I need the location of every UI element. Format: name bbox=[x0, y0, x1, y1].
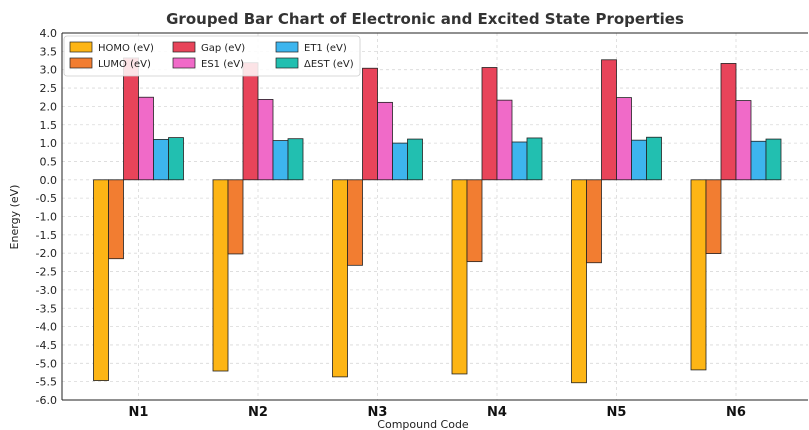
y-tick-label: -2.0 bbox=[36, 247, 57, 260]
axes-layer: 4.0 3.5 3.0 2.5 2.0 1.5 1.0 0.5 0.0 -0.5 -1.0 -1.5 -… bbox=[36, 27, 808, 420]
bar-n5-series-5 bbox=[646, 136, 662, 181]
legend-label: ΔEST (eV) bbox=[304, 59, 354, 70]
x-tick-label: N5 bbox=[607, 405, 627, 420]
y-tick-label: -4.0 bbox=[36, 321, 57, 334]
bar-n2-series-2 bbox=[242, 62, 259, 181]
bar-n4-series-1 bbox=[466, 179, 483, 263]
legend-swatch bbox=[69, 41, 93, 53]
y-tick-label: 2.5 bbox=[40, 82, 58, 95]
y-tick-label: -3.5 bbox=[36, 302, 57, 315]
y-tick-label: -1.0 bbox=[36, 211, 57, 224]
bars-layer bbox=[93, 57, 782, 384]
bar-n1-series-5 bbox=[168, 137, 184, 181]
y-axis-label: Energy (eV) bbox=[8, 185, 21, 250]
y-tick-label: 3.5 bbox=[40, 45, 58, 58]
y-tick-label: 3.0 bbox=[40, 64, 58, 77]
legend-swatch bbox=[172, 57, 196, 69]
bar-n6-series-3 bbox=[735, 100, 752, 181]
legend: HOMO (eV) LUMO (eV) Gap (eV) ES1 (eV) ET1 (e… bbox=[63, 35, 361, 77]
x-tick-label: N3 bbox=[368, 405, 388, 420]
bar-n6-series-4 bbox=[750, 140, 767, 181]
bar-n3-series-2 bbox=[362, 67, 378, 181]
bar-n1-series-4 bbox=[153, 139, 169, 181]
bar-n3-series-1 bbox=[347, 179, 363, 266]
bar-n1-series-1 bbox=[108, 179, 124, 260]
chart-title: Grouped Bar Chart of Electronic and Exci… bbox=[166, 10, 684, 28]
legend-box bbox=[63, 35, 361, 77]
y-tick-label: 0.0 bbox=[40, 174, 58, 187]
legend-label: LUMO (eV) bbox=[98, 59, 151, 70]
bar-n5-series-0 bbox=[571, 179, 587, 384]
legend-label: ET1 (eV) bbox=[304, 43, 347, 54]
x-axis-label: Compound Code bbox=[377, 418, 469, 430]
y-tick-label: -1.5 bbox=[36, 229, 57, 242]
bar-n2-series-1 bbox=[227, 179, 244, 255]
bar-n4-series-5 bbox=[526, 137, 543, 181]
x-tick-label: N6 bbox=[726, 405, 746, 420]
y-tick-label: -2.5 bbox=[36, 266, 57, 279]
bar-n6-series-2 bbox=[720, 63, 737, 181]
bar-n3-series-0 bbox=[332, 179, 348, 378]
y-tick-label: -0.5 bbox=[36, 192, 57, 205]
bar-n3-series-4 bbox=[392, 142, 408, 181]
bar-n2-series-4 bbox=[272, 140, 289, 181]
y-tick-label: -6.0 bbox=[36, 394, 57, 407]
bar-n5-series-1 bbox=[586, 179, 602, 264]
x-tick-label: N2 bbox=[248, 405, 268, 420]
bar-n2-series-5 bbox=[287, 138, 304, 181]
legend-swatch bbox=[275, 41, 299, 53]
legend-label: HOMO (eV) bbox=[98, 43, 154, 54]
bar-n5-series-2 bbox=[601, 59, 617, 181]
y-tick-label: -4.5 bbox=[36, 339, 57, 352]
legend-swatch bbox=[275, 57, 299, 69]
y-tick-label: -5.5 bbox=[36, 376, 57, 389]
legend-label: ES1 (eV) bbox=[201, 59, 244, 70]
bar-n4-series-4 bbox=[511, 141, 528, 181]
y-tick-label: 1.5 bbox=[40, 119, 58, 132]
y-tick-label: -5.0 bbox=[36, 357, 57, 370]
x-tick-label: N1 bbox=[129, 405, 149, 420]
bar-n4-series-3 bbox=[496, 99, 513, 181]
y-tick-label: 1.0 bbox=[40, 137, 58, 150]
bar-n3-series-5 bbox=[407, 138, 423, 181]
y-tick-label: 0.5 bbox=[40, 155, 58, 168]
bar-n6-series-5 bbox=[765, 138, 782, 181]
grid-layer bbox=[62, 32, 808, 401]
bar-n1-series-0 bbox=[93, 179, 109, 381]
bar-n2-series-3 bbox=[257, 99, 274, 181]
bar-n2-series-0 bbox=[212, 179, 229, 372]
x-tick-label: N4 bbox=[487, 405, 507, 420]
bar-n6-series-1 bbox=[705, 179, 722, 254]
bar-n3-series-3 bbox=[377, 101, 393, 181]
legend-swatch bbox=[172, 41, 196, 53]
bar-n4-series-2 bbox=[481, 67, 498, 181]
bar-n4-series-0 bbox=[451, 179, 468, 375]
legend-label: Gap (eV) bbox=[201, 43, 245, 54]
y-tick-label: 4.0 bbox=[40, 27, 58, 40]
y-tick-label: 2.0 bbox=[40, 100, 58, 113]
bar-n1-series-3 bbox=[138, 96, 154, 181]
y-tick-label: -3.0 bbox=[36, 284, 57, 297]
bar-n5-series-3 bbox=[616, 97, 632, 181]
bar-n6-series-0 bbox=[690, 179, 707, 371]
legend-swatch bbox=[69, 57, 93, 69]
bar-n5-series-4 bbox=[631, 139, 647, 181]
